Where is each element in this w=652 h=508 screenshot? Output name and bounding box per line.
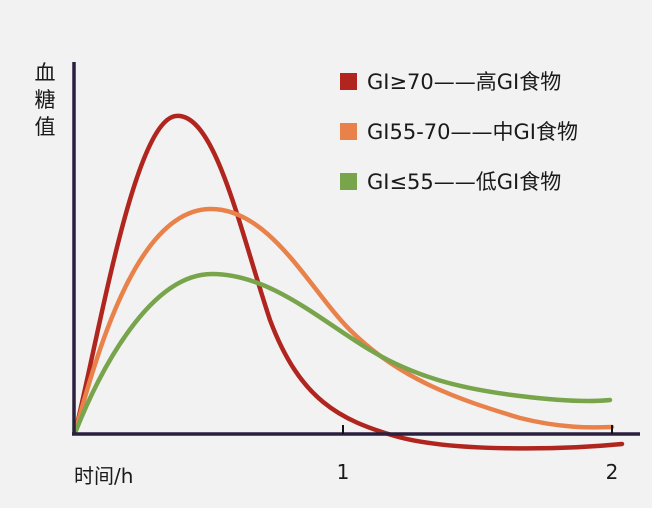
legend-item-low-gi: GI≤55——低GI食物 [340, 166, 578, 196]
legend-item-high-gi: GI≥70——高GI食物 [340, 66, 578, 96]
x-axis-label: 时间/h [74, 464, 134, 488]
legend: GI≥70——高GI食物 GI55-70——中GI食物 GI≤55——低GI食物 [340, 66, 578, 216]
legend-swatch-low-gi-icon [340, 172, 357, 190]
legend-item-medium-gi: GI55-70——中GI食物 [340, 116, 578, 146]
legend-label: GI≤55——低GI食物 [367, 170, 562, 194]
x-tick-label-1: 1 [336, 460, 350, 484]
legend-swatch-medium-gi-icon [340, 122, 357, 140]
legend-label: GI55-70——中GI食物 [367, 120, 578, 144]
series-medium-gi-line [72, 206, 615, 436]
y-axis-label-char: 糖 [34, 88, 56, 112]
series-high-gi-line [72, 113, 625, 451]
x-tick-label-2: 2 [605, 460, 619, 484]
y-axis-label-char: 血 [34, 61, 56, 85]
legend-swatch-high-gi-icon [340, 72, 357, 90]
legend-label: GI≥70——高GI食物 [367, 70, 562, 94]
y-axis-label: 血 糖 值 [32, 60, 58, 141]
y-axis-label-char: 值 [34, 115, 56, 139]
series-low-gi-line [72, 271, 613, 436]
